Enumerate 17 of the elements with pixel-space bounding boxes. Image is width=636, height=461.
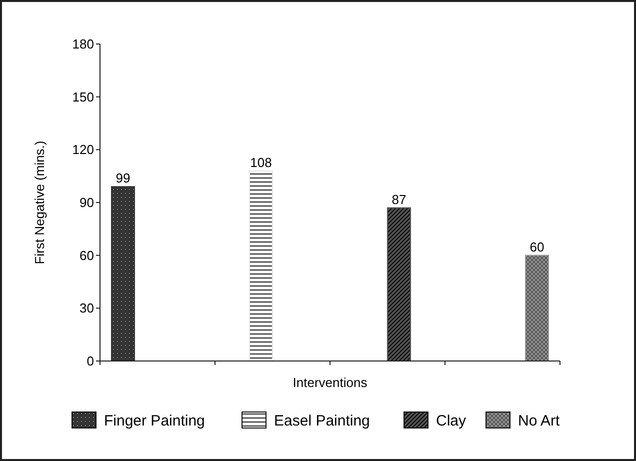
y-tick-label: 60 — [80, 248, 94, 263]
data-label: 108 — [250, 154, 272, 170]
y-tick-label: 30 — [80, 300, 94, 316]
y-axis-title: First Negative (mins.) — [32, 140, 47, 264]
y-tick-label: 120 — [72, 142, 94, 158]
y-tick-label: 180 — [72, 36, 94, 52]
y-tick-label: 150 — [72, 89, 94, 104]
legend-label: No Art — [518, 412, 561, 430]
legend-label: Easel Painting — [274, 412, 370, 430]
legend-label: Clay — [436, 412, 467, 430]
legend-label: Finger Painting — [104, 412, 205, 430]
data-label: 99 — [116, 170, 130, 186]
data-label: 87 — [392, 192, 406, 207]
data-label: 60 — [530, 239, 544, 254]
y-tick-label: 0 — [86, 354, 94, 369]
y-tick-label: 90 — [80, 195, 94, 210]
x-axis-title: Interventions — [292, 375, 368, 390]
